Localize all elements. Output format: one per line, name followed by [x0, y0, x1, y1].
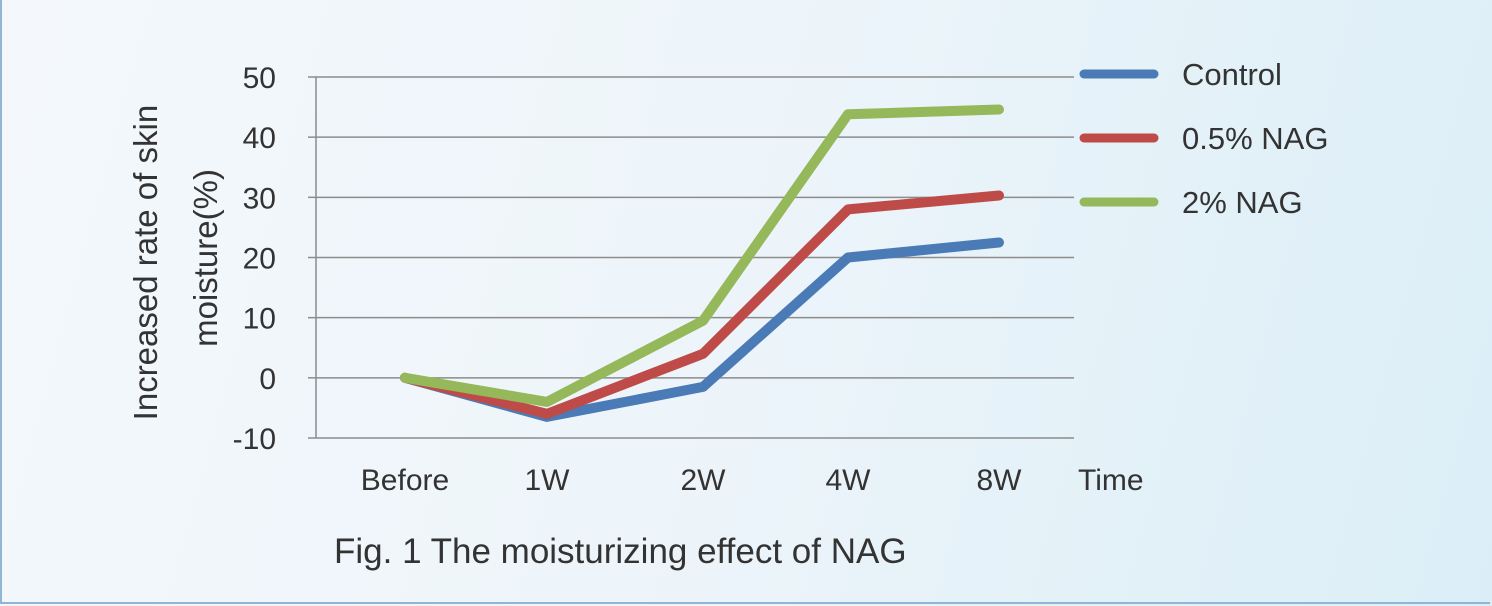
x-tick-label: 2W [681, 464, 727, 497]
series-lines [400, 104, 1004, 422]
y-tick-label: -10 [233, 423, 276, 456]
y-tick-label: 30 [243, 182, 276, 215]
y-axis-title-line-1: Increased rate of skin [127, 105, 164, 421]
x-axis: Before 1W 2W 4W 8W [361, 464, 1022, 497]
y-axis-title: Increased rate of skin moisture(%) [127, 96, 224, 421]
y-tick-label: 40 [243, 122, 276, 155]
y-tick-label: 0 [259, 363, 276, 396]
y-axis-title-line-2: moisture(%) [187, 169, 224, 347]
x-axis-title: Time [1078, 464, 1144, 497]
y-tick-label: 10 [243, 303, 276, 336]
y-tick-label: 50 [243, 62, 276, 95]
y-tick-label: 20 [243, 243, 276, 276]
x-tick-label: 1W [525, 464, 571, 497]
legend-label: 2% NAG [1182, 185, 1303, 220]
legend-label: 0.5% NAG [1182, 121, 1328, 156]
x-tick-label: Before [361, 464, 449, 497]
legend: Control 0.5% NAG 2% NAG [1079, 57, 1328, 220]
x-tick-label: 8W [977, 464, 1023, 497]
x-tick-label: 4W [826, 464, 872, 497]
legend-label: Control [1182, 57, 1282, 92]
figure-caption: Fig. 1 The moisturizing effect of NAG [334, 532, 907, 571]
y-axis: -10 0 10 20 30 40 50 [233, 62, 317, 456]
